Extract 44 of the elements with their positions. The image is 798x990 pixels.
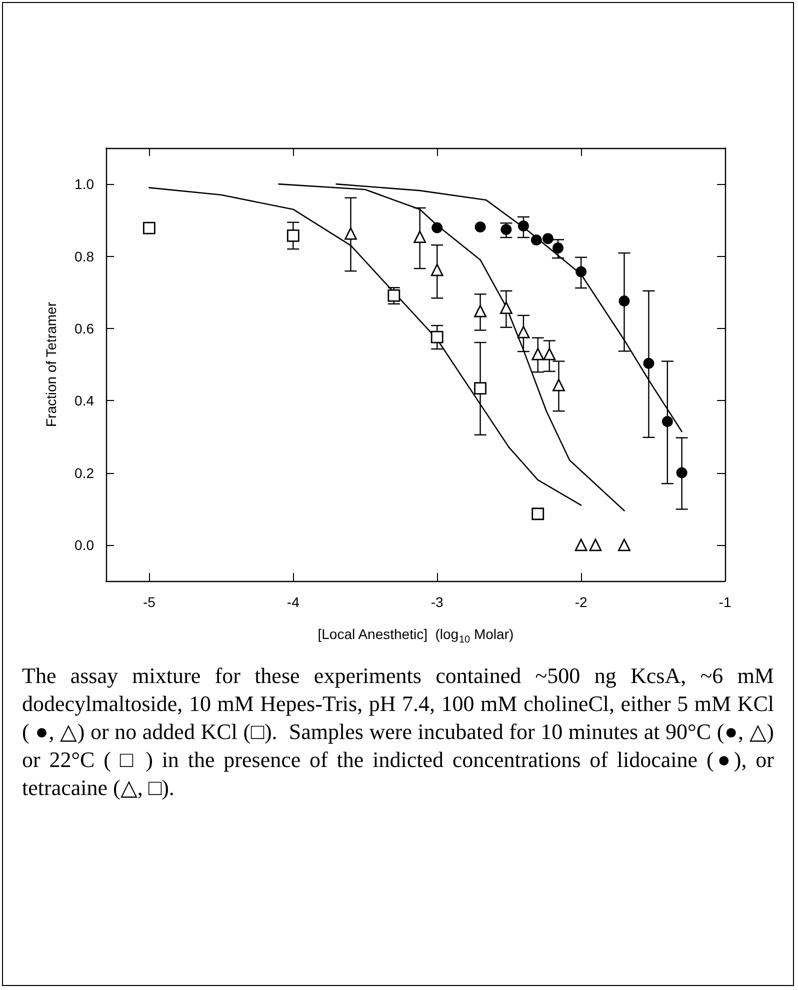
y-tick-label: 0.2 (74, 464, 94, 481)
x-tick-label: -3 (430, 594, 444, 610)
point (430, 264, 444, 276)
point (552, 242, 564, 254)
point (474, 304, 486, 318)
x-tick-label: -5 (142, 594, 156, 610)
point (518, 220, 529, 232)
point (532, 508, 544, 520)
y-tick-label: 0.8 (74, 248, 94, 264)
x-tick-label: -2 (574, 594, 588, 610)
y-tick-label: 1.0 (74, 176, 94, 192)
point (643, 358, 654, 369)
point (344, 227, 357, 240)
point (530, 234, 542, 246)
y-tick-label: 0.0 (74, 536, 94, 553)
point (676, 467, 688, 478)
point (432, 222, 443, 234)
y-axis-title: Fraction of Tetramer (43, 302, 59, 428)
point (576, 266, 587, 278)
point (618, 295, 630, 306)
x-tick-label: -4 (286, 594, 300, 610)
point (388, 289, 400, 302)
point (589, 538, 602, 552)
point (286, 229, 300, 242)
point (430, 330, 444, 344)
point (618, 538, 630, 552)
point (543, 348, 556, 360)
point (542, 233, 554, 244)
point (500, 224, 512, 236)
point (142, 222, 156, 234)
line-series (148, 187, 582, 506)
y-tick-label: 0.6 (74, 320, 94, 336)
y-tick-label: 0.4 (74, 392, 94, 409)
x-tick-label: -1 (718, 594, 732, 610)
point (552, 378, 565, 392)
point (574, 538, 588, 552)
point (532, 348, 544, 360)
point (474, 382, 486, 395)
point (662, 416, 673, 428)
text: The assay mixture for these experiments contained ~500 ng KcsA, ~6 mM dodecylmaltoside, 10 mM Hepes-Tris, pH 7.4, 100 mM cholineCl, either 5 mM KCl ( ●, △) or no added KCl (□). Samples were incubated for 10 minutes at 90°C (●, △) or 22°C ( □ ) in the presence of the indicted concentrations of lidocaine (●), or tetracaine (△, □). (22, 662, 774, 802)
point (414, 230, 426, 243)
point (474, 222, 486, 233)
point (517, 326, 530, 338)
point (500, 302, 512, 314)
